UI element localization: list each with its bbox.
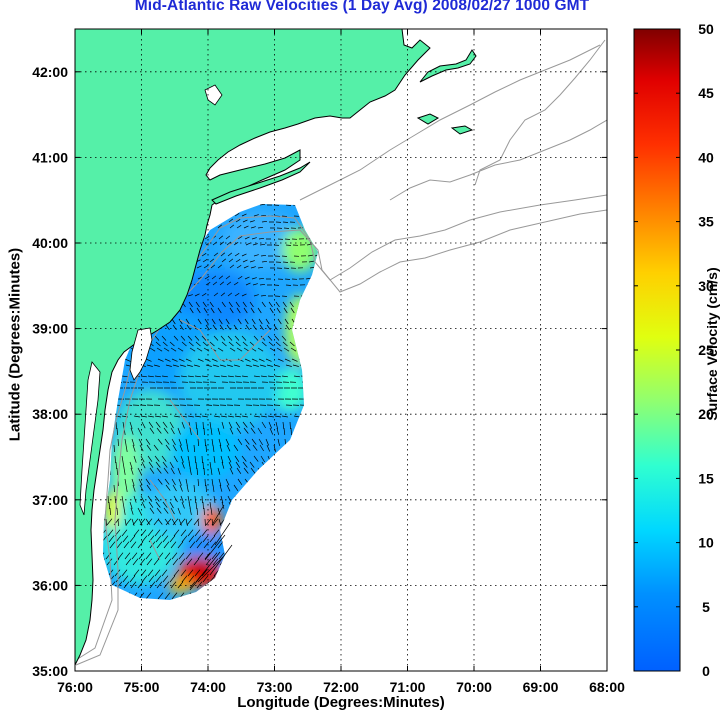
land-mass — [75, 29, 477, 666]
y-tick-label: 38:00 — [32, 406, 68, 422]
chart-title: Mid-Atlantic Raw Velocities (1 Day Avg) … — [134, 0, 590, 14]
colorbar-tick-label: 45 — [698, 85, 714, 101]
y-tick-label: 41:00 — [32, 149, 68, 165]
latitude-tick-labels: 35:00 36:00 37:00 38:00 39:00 40:00 41:00 42:00 — [32, 64, 607, 679]
strong-current-vectors — [189, 504, 233, 591]
colorbar-tick-label: 5 — [702, 599, 710, 615]
colorbar-tick-label: 10 — [698, 535, 714, 551]
y-tick-label: 36:00 — [32, 577, 68, 593]
colorbar-ramp — [633, 28, 681, 672]
y-axis-label: Latitude (Degrees:Minutes) — [6, 247, 24, 442]
colorbar-label: Surface Velocity (cm/s) — [704, 267, 720, 421]
x-tick-label: 68:00 — [589, 679, 625, 695]
colorbar-tick-label: 20 — [698, 406, 714, 422]
x-tick-label: 70:00 — [456, 679, 492, 695]
x-tick-label: 73:00 — [257, 679, 293, 695]
colorbar-tick-label: 15 — [698, 470, 714, 486]
colorbar-tick-label: 25 — [698, 342, 714, 358]
colorbar-tick-label: 30 — [698, 278, 714, 294]
bays — [79, 84, 223, 516]
x-axis-label: Longitude (Degrees:Minutes) — [237, 694, 445, 711]
x-tick-label: 75:00 — [124, 679, 160, 695]
map-gridlines — [75, 29, 607, 671]
x-tick-label: 74:00 — [190, 679, 226, 695]
bathymetry-contours — [75, 39, 607, 666]
colorbar-tick-label: 35 — [698, 214, 714, 230]
y-tick-label: 35:00 — [32, 663, 68, 679]
longitude-tick-labels: 76:00 75:00 74:00 73:00 72:00 71:00 70:00 69:00… — [57, 29, 625, 695]
colorbar: 0 5 10 15 20 25 30 35 40 45 50 — [633, 21, 714, 679]
colorbar-tick-label: 40 — [698, 149, 714, 165]
colorbar-tick-label: 0 — [702, 663, 710, 679]
y-tick-label: 40:00 — [32, 235, 68, 251]
y-tick-label: 42:00 — [32, 64, 68, 80]
x-tick-label: 72:00 — [323, 679, 359, 695]
x-tick-label: 69:00 — [523, 679, 559, 695]
y-tick-label: 39:00 — [32, 321, 68, 337]
y-tick-label: 37:00 — [32, 492, 68, 508]
x-tick-label: 71:00 — [390, 679, 426, 695]
x-tick-label: 76:00 — [57, 679, 93, 695]
colorbar-tick-labels: 0 5 10 15 20 25 30 35 40 45 50 — [634, 21, 714, 679]
colorbar-tick-label: 50 — [698, 21, 714, 37]
velocity-field — [103, 204, 318, 600]
